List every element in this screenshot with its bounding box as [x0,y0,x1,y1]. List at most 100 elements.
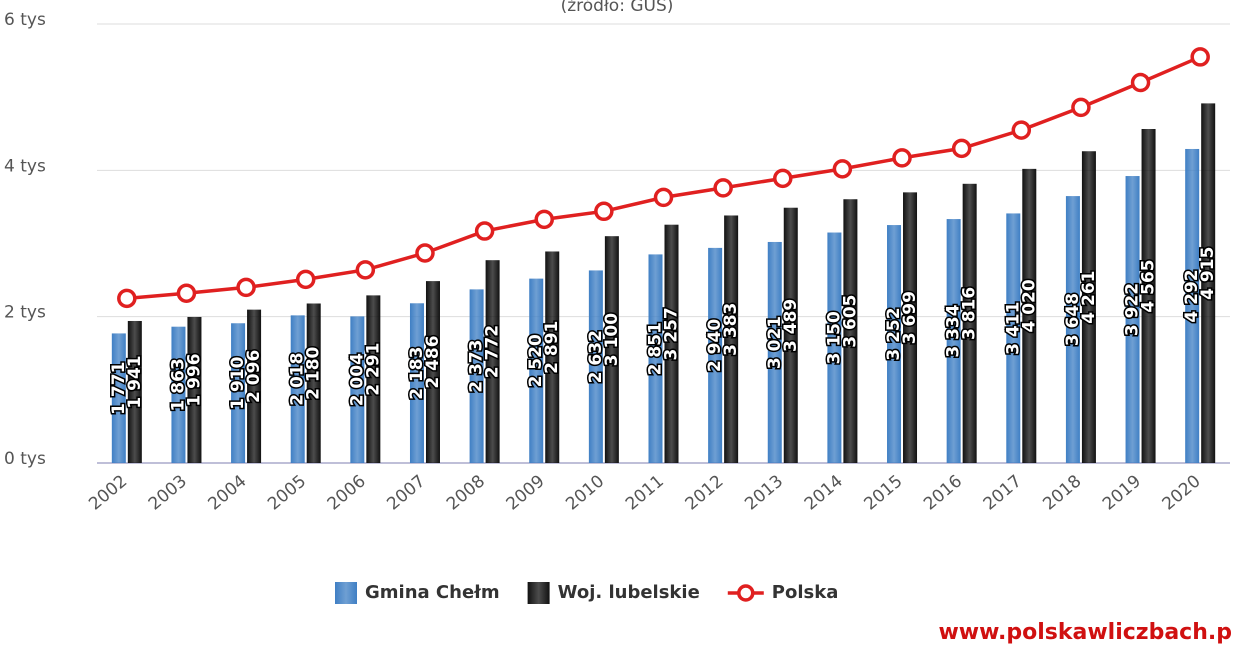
value-label: 3 150 [824,311,844,364]
source: www.polskawliczbach.p [938,620,1232,645]
bar [469,289,484,463]
bar [127,320,142,463]
subtitle: (źródło: GUS) [561,0,674,16]
bar [366,295,381,463]
y-tick-label: 4 tys [4,156,46,176]
value-label: 2 004 [347,353,367,406]
value-label: 4 915 [1198,247,1218,300]
point [892,148,912,168]
bar [306,303,321,463]
x-tick-label: 2008 [443,471,489,514]
value-label: 2 018 [288,353,308,406]
bar [962,183,977,463]
x-tick-label: 2016 [920,471,966,514]
value-label: 2 486 [423,335,443,388]
value-label: 3 489 [781,299,801,352]
x-tick-label: 2014 [801,471,847,514]
y-tick-label: 0 tys [4,449,46,469]
point [534,209,554,230]
point [832,159,853,179]
bar [187,316,202,463]
x-tick-label: 2013 [741,471,787,514]
bar [529,278,544,463]
x-tick-label: 2018 [1039,471,1085,514]
bar [1022,168,1037,463]
bar [290,315,305,463]
x-tick-label: 2006 [324,471,370,514]
bar [409,303,424,463]
x-tick-label: 2004 [205,471,251,514]
x-tick-label: 2003 [145,471,191,514]
value-label: 2 940 [705,319,725,372]
point [594,201,614,222]
value-label: 4 292 [1182,269,1202,322]
value-label: 4 565 [1139,259,1159,312]
bar [485,260,500,463]
value-label: 1 996 [184,353,204,406]
point [415,243,435,263]
legend-swatch [335,582,357,604]
bar [425,281,440,463]
value-label: 2 183 [407,347,427,400]
bar [887,225,902,463]
value-label: 1 771 [109,362,129,415]
bar [604,236,619,463]
point [951,138,972,159]
point [1190,47,1210,67]
point [474,221,495,241]
point [1011,120,1032,140]
value-label: 3 021 [765,316,785,369]
point [653,187,674,208]
y-tick-label: 2 tys [4,303,46,323]
bar [231,323,246,463]
bar [648,254,663,463]
value-label: 3 816 [960,287,980,340]
value-label: 3 383 [721,303,741,356]
x-tick-label: 2020 [1159,471,1205,514]
x-tick-label: 2015 [860,471,906,514]
value-label: 1 863 [168,358,188,411]
bar [664,224,679,463]
value-label: 3 252 [884,307,904,360]
value-label: 3 922 [1123,283,1143,336]
line [126,55,1201,301]
x-tick-label: 2019 [1099,471,1145,514]
bar [1201,103,1216,463]
value-label: 2 180 [304,346,324,399]
bar [171,326,186,463]
value-label: 2 096 [244,350,264,403]
bar [1081,151,1096,464]
point [176,283,197,304]
bar [1141,128,1156,463]
point [295,269,316,290]
legend-label: Woj. lubelskie [558,582,700,603]
value-label: 2 851 [646,322,666,375]
value-label: 3 100 [602,313,622,366]
bar [1006,213,1021,463]
x-tick-label: 2007 [383,471,429,514]
value-label: 2 291 [363,343,383,396]
value-label: 3 605 [840,294,860,347]
bar [827,232,842,463]
value-label: 4 261 [1079,271,1099,324]
value-label: 1 941 [125,355,145,408]
value-label: 4 020 [1019,279,1039,332]
bar [724,215,739,463]
value-label: 2 632 [586,330,606,383]
point [355,260,376,280]
point [713,178,733,198]
x-tick-label: 2010 [562,471,608,514]
value-label: 3 334 [944,304,964,357]
point [117,288,137,309]
point [1071,97,1091,118]
value-label: 2 373 [467,340,487,393]
value-label: 2 772 [483,325,503,378]
bar [1185,148,1200,463]
value-label: 3 699 [900,291,920,344]
bar [247,309,262,463]
bar [1125,176,1140,463]
bar [903,192,918,463]
x-tick-label: 2017 [980,471,1026,514]
point [773,168,793,189]
